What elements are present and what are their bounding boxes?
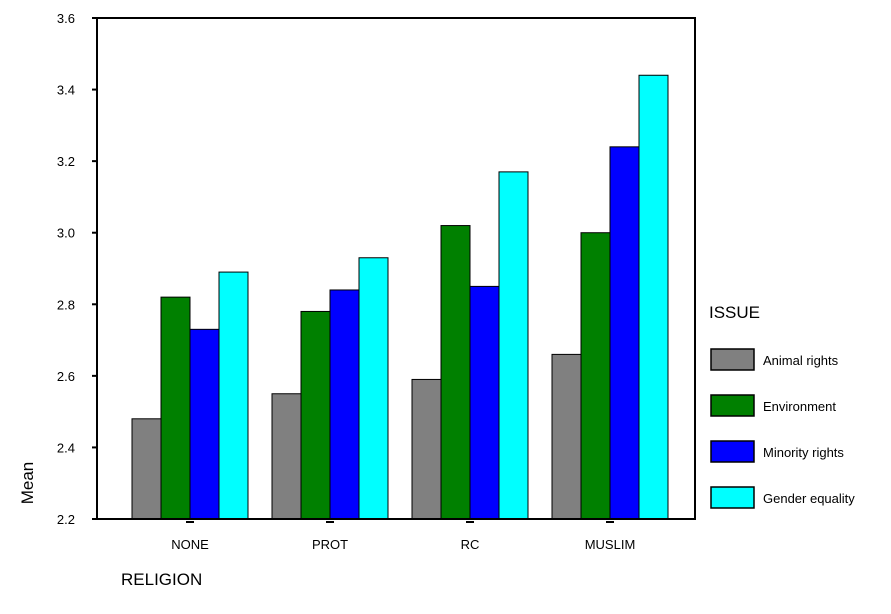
bar-rc-minority-rights xyxy=(469,285,500,520)
legend-label-environment: Environment xyxy=(763,399,836,414)
bar-muslim-animal-rights xyxy=(551,353,582,520)
bar-prot-minority-rights xyxy=(329,289,360,520)
y-tick-label-2.2: 2.2 xyxy=(57,512,75,527)
legend-title: ISSUE xyxy=(709,303,760,322)
bar-rc-environment xyxy=(440,225,471,520)
y-tick-label-3.0: 3.0 xyxy=(57,226,75,241)
y-tick-label-2.6: 2.6 xyxy=(57,369,75,384)
x-tick-label-rc: RC xyxy=(461,537,480,552)
y-tick-label-2.8: 2.8 xyxy=(57,297,75,312)
legend-swatch-animal-rights xyxy=(710,348,755,371)
bar-none-gender-equality xyxy=(218,271,249,520)
x-axis-title: RELIGION xyxy=(121,570,202,589)
x-tick-label-prot: PROT xyxy=(312,537,348,552)
legend-swatch-gender-equality xyxy=(710,486,755,509)
bar-prot-animal-rights xyxy=(271,393,302,520)
legend-label-gender-equality: Gender equality xyxy=(763,491,855,506)
bar-muslim-gender-equality xyxy=(638,74,669,520)
plot-frame xyxy=(96,17,696,520)
bar-rc-gender-equality xyxy=(498,171,529,520)
axes-group: NONE PROT RC MUSLIM 2.2 2.4 2.6 2.8 3.0 3.2 3.4 3.6 xyxy=(57,11,696,552)
bar-none-environment xyxy=(160,296,191,520)
bar-none-animal-rights xyxy=(131,418,162,520)
bar-prot-gender-equality xyxy=(358,257,389,520)
y-tick-label-3.4: 3.4 xyxy=(57,83,75,98)
y-axis-title: Mean xyxy=(18,462,37,505)
y-tick-label-3.6: 3.6 xyxy=(57,11,75,26)
y-tick-label-2.4: 2.4 xyxy=(57,440,75,455)
x-tick-label-none: NONE xyxy=(171,537,209,552)
bars-group xyxy=(131,74,669,520)
bar-muslim-environment xyxy=(580,232,611,520)
legend-label-animal-rights: Animal rights xyxy=(763,353,839,368)
bar-none-minority-rights xyxy=(189,328,220,520)
legend-swatch-minority-rights xyxy=(710,440,755,463)
x-tick-label-muslim: MUSLIM xyxy=(585,537,636,552)
y-tick-label-3.2: 3.2 xyxy=(57,154,75,169)
bar-prot-environment xyxy=(300,310,331,520)
bar-rc-animal-rights xyxy=(411,378,442,520)
legend-swatch-environment xyxy=(710,394,755,417)
bar-muslim-minority-rights xyxy=(609,146,640,520)
legend-label-minority-rights: Minority rights xyxy=(763,445,844,460)
legend: Animal rights Environment Minority rights G… xyxy=(710,348,855,509)
